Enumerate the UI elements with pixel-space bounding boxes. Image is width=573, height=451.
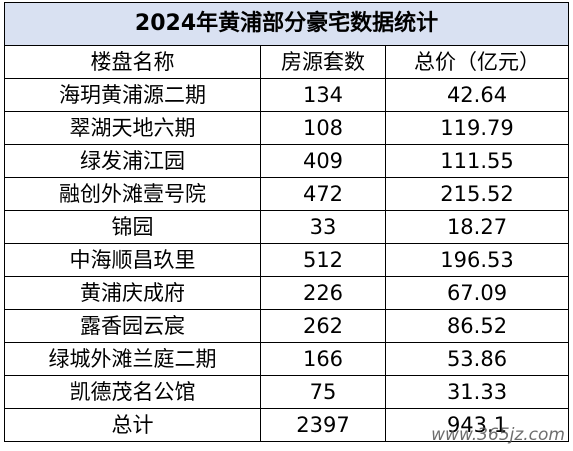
table-cell: 露香园云宸 xyxy=(4,309,261,343)
table-row: 锦园 33 18.27 xyxy=(4,210,570,244)
table-cell: 海玥黄浦源二期 xyxy=(4,78,261,112)
table-cell: 融创外滩壹号院 xyxy=(4,177,261,211)
table-row: 海玥黄浦源二期 134 42.64 xyxy=(4,78,570,112)
table-cell: 总计 xyxy=(4,408,261,442)
table-cell: 86.52 xyxy=(384,309,570,343)
table-cell: 226 xyxy=(260,276,386,310)
table-cell: 31.33 xyxy=(384,375,570,409)
table-row: 中海顺昌玖里 512 196.53 xyxy=(4,243,570,277)
table-cell: 黄浦庆成府 xyxy=(4,276,261,310)
table-cell: 绿城外滩兰庭二期 xyxy=(4,342,261,376)
table-cell: 166 xyxy=(260,342,386,376)
table-cell: 中海顺昌玖里 xyxy=(4,243,261,277)
table-cell: 119.79 xyxy=(384,111,570,145)
table-cell: 锦园 xyxy=(4,210,261,244)
watermark: www.365jz.com xyxy=(431,425,565,445)
header-row: 楼盘名称 房源套数 总价（亿元） xyxy=(4,45,570,79)
table-cell: 凯德茂名公馆 xyxy=(4,375,261,409)
table-row: 黄浦庆成府 226 67.09 xyxy=(4,276,570,310)
table-cell: 2397 xyxy=(260,408,386,442)
table-row: 融创外滩壹号院 472 215.52 xyxy=(4,177,570,211)
table-cell: 262 xyxy=(260,309,386,343)
header-cell: 房源套数 xyxy=(260,45,386,79)
table-row: 绿发浦江园 409 111.55 xyxy=(4,144,570,178)
table-row: 凯德茂名公馆 75 31.33 xyxy=(4,375,570,409)
table-title: 2024年黄浦部分豪宅数据统计 xyxy=(3,2,570,46)
table-cell: 409 xyxy=(260,144,386,178)
table-cell: 111.55 xyxy=(384,144,570,178)
table-row: 绿城外滩兰庭二期 166 53.86 xyxy=(4,342,570,376)
title-row: 2024年黄浦部分豪宅数据统计 xyxy=(3,2,570,46)
table-cell: 33 xyxy=(260,210,386,244)
table-cell: 75 xyxy=(260,375,386,409)
header-cell: 楼盘名称 xyxy=(4,45,261,79)
table-row: 翠湖天地六期 108 119.79 xyxy=(4,111,570,145)
table-cell: 67.09 xyxy=(384,276,570,310)
table-cell: 53.86 xyxy=(384,342,570,376)
table-cell: 472 xyxy=(260,177,386,211)
table-cell: 18.27 xyxy=(384,210,570,244)
table-row: 总计 2397 943.1 xyxy=(4,408,570,442)
table-cell: 绿发浦江园 xyxy=(4,144,261,178)
table-cell: 215.52 xyxy=(384,177,570,211)
table-row: 露香园云宸 262 86.52 xyxy=(4,309,570,343)
header-cell: 总价（亿元） xyxy=(384,45,570,79)
table-cell: 512 xyxy=(260,243,386,277)
table-cell: 42.64 xyxy=(384,78,570,112)
table-cell: 翠湖天地六期 xyxy=(4,111,261,145)
table-cell: 943.1 xyxy=(384,408,570,442)
data-table: 2024年黄浦部分豪宅数据统计 楼盘名称 房源套数 总价（亿元） 海玥黄浦源二期 134… xyxy=(3,2,570,442)
table-cell: 134 xyxy=(260,78,386,112)
table-cell: 108 xyxy=(260,111,386,145)
table-cell: 196.53 xyxy=(384,243,570,277)
